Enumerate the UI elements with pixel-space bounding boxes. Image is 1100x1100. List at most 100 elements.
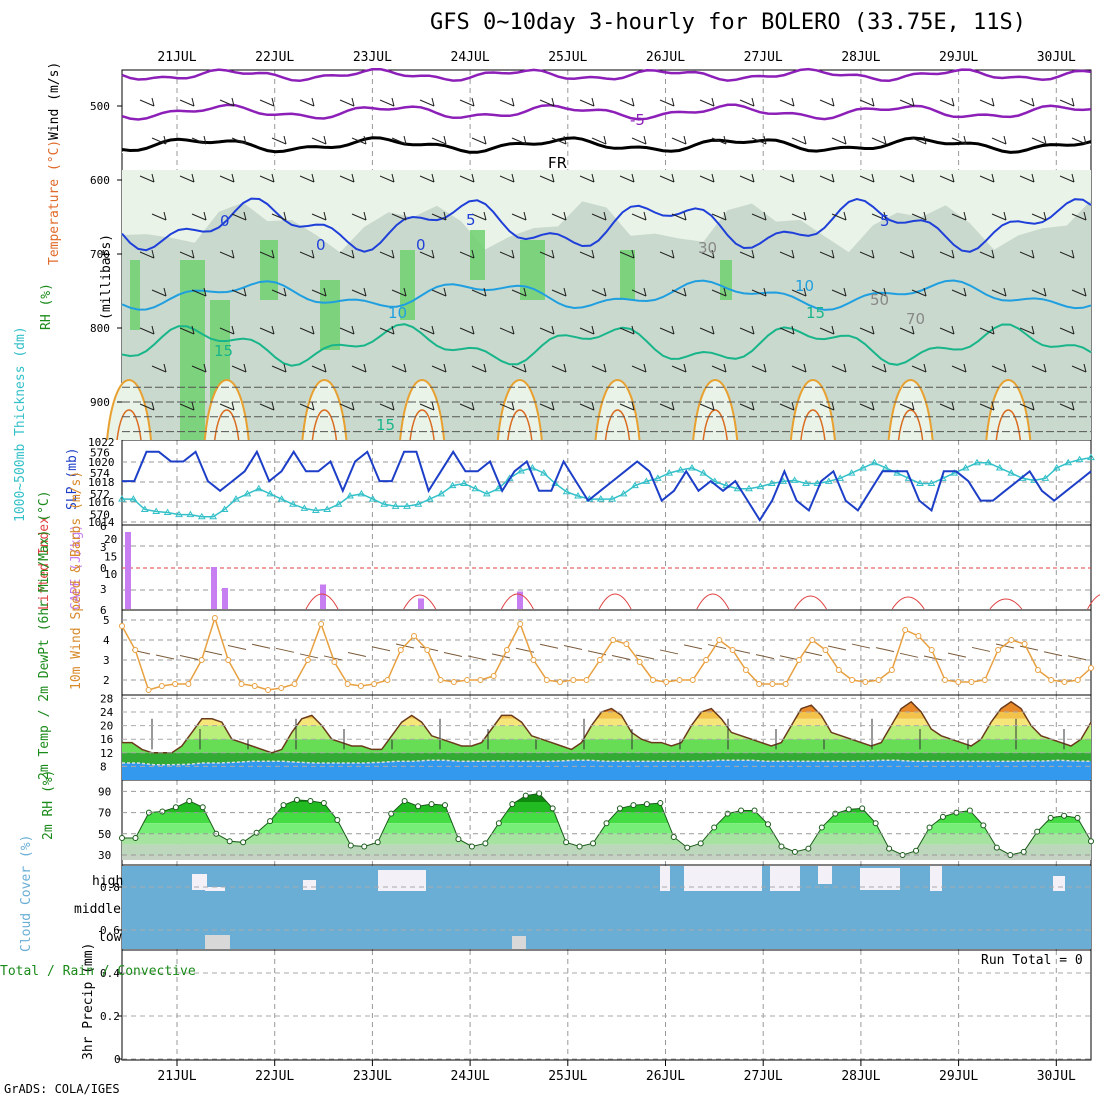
rh-tick-label: 70	[98, 807, 111, 820]
thickness-marker	[574, 491, 582, 499]
temp-axis-label: 2m Temp / 2m DewPt (6hr Min/Max) (°C)	[37, 490, 52, 780]
wind-barb-flag	[151, 401, 155, 411]
wind-speed-marker	[517, 621, 524, 627]
wind-barb	[511, 289, 527, 297]
wind-barb-flag	[523, 287, 527, 297]
wind-barb-flag	[963, 211, 967, 221]
wind-barb	[511, 365, 527, 373]
wind-speed-marker	[915, 633, 922, 639]
temp-25-contour	[897, 409, 924, 441]
rh-marker	[711, 824, 718, 831]
wind-barb-flag	[511, 97, 515, 107]
wind-barb	[859, 99, 875, 107]
thickness-marker	[745, 484, 753, 492]
wind-speed-marker	[888, 667, 895, 673]
temp-minus-5-contour	[121, 103, 1092, 121]
precip-tick-label: 0.2	[100, 1010, 120, 1023]
slp-tick-label: 1020	[88, 456, 115, 469]
wind-barb	[219, 99, 235, 107]
wind-barb-flag	[591, 97, 595, 107]
precip-panel: Run Total = 0	[122, 886, 1091, 1060]
wind-barb	[1071, 289, 1087, 297]
wind-barb	[791, 213, 807, 221]
wind-barb-flag	[1083, 363, 1087, 373]
slp-tick-label: 1018	[88, 476, 115, 489]
date-tick-bottom: 29JUL	[939, 1069, 978, 1084]
rh-marker	[186, 797, 193, 804]
thickness-marker	[562, 487, 571, 495]
thickness-marker	[688, 463, 696, 471]
wind-barb-flag	[711, 401, 715, 411]
wind-barb-flag	[883, 135, 887, 145]
temp-20-contour	[203, 379, 250, 441]
pressure-axis-label: (millibars)	[99, 234, 114, 320]
thickness-marker	[334, 500, 343, 507]
wind-speed-marker	[172, 681, 179, 687]
wind-barb	[539, 175, 555, 183]
temp-10-contour	[121, 279, 1092, 311]
wind-barb-flag	[323, 135, 327, 145]
temp-25-contour	[995, 409, 1022, 441]
wind-barb-flag	[323, 211, 327, 221]
wind-barb	[579, 175, 595, 183]
wind-barb	[1071, 213, 1087, 221]
wind-barb-flag	[751, 97, 755, 107]
wind-barb	[1031, 365, 1047, 373]
wind-barb-flag	[683, 211, 687, 221]
surface-wind-barb	[971, 646, 991, 652]
thickness-marker	[779, 477, 788, 484]
high-cloud-gap	[660, 866, 670, 891]
thickness-marker	[1064, 458, 1073, 466]
thickness-marker	[927, 479, 936, 486]
wind-speed-marker	[716, 637, 723, 643]
low-cloud-gap	[512, 936, 526, 949]
surface-wind-barb	[347, 651, 367, 657]
wind-barb-flag	[991, 97, 995, 107]
wind-barb	[179, 403, 195, 411]
wind-barb-flag	[431, 249, 435, 259]
wind-barb	[819, 99, 835, 107]
rh-marker	[845, 806, 852, 813]
surface-wind-barb	[443, 652, 463, 658]
thickness-marker	[254, 484, 263, 492]
wind-barb-flag	[1071, 401, 1075, 411]
wind-barb	[979, 99, 995, 107]
wind-barb	[339, 99, 355, 107]
wind-barb-flag	[271, 97, 275, 107]
wind-barb	[899, 175, 915, 183]
wind-barb	[911, 213, 927, 221]
wind-barb	[231, 289, 247, 297]
wind-barb	[871, 137, 887, 145]
contour-label: 15	[214, 342, 233, 360]
wind-barb	[419, 99, 435, 107]
wind-barb	[259, 403, 275, 411]
rh-band	[122, 833, 1091, 845]
wind-speed-marker	[198, 657, 205, 663]
wind-barb	[339, 327, 355, 335]
wind-barb	[619, 175, 635, 183]
wind-barb-flag	[883, 287, 887, 297]
thickness-marker	[346, 491, 354, 499]
wind-barb-flag	[1071, 97, 1075, 107]
high-cloud-gap	[192, 874, 207, 890]
wind-barb-flag	[271, 325, 275, 335]
rh-marker	[603, 820, 610, 827]
wind-barb-flag	[203, 363, 207, 373]
wind-speed-marker	[211, 615, 218, 621]
wind-barb	[819, 251, 835, 259]
wind-barb	[711, 213, 727, 221]
wind-barb-flag	[1043, 287, 1047, 297]
wind-barb	[659, 175, 675, 183]
wind-barb	[379, 175, 395, 183]
wind-barb-flag	[563, 135, 567, 145]
temp-tick-label: 16	[100, 733, 113, 746]
slp-tick-label: 1016	[88, 496, 115, 509]
wind-barb	[899, 327, 915, 335]
wind-barb-flag	[911, 325, 915, 335]
temp-25-contour	[311, 409, 338, 441]
wind-barb	[911, 289, 927, 297]
wind-barb-flag	[603, 135, 607, 145]
temp-25-contour	[800, 409, 826, 441]
wind-barb-flag	[803, 287, 807, 297]
thickness-marker	[232, 495, 240, 502]
